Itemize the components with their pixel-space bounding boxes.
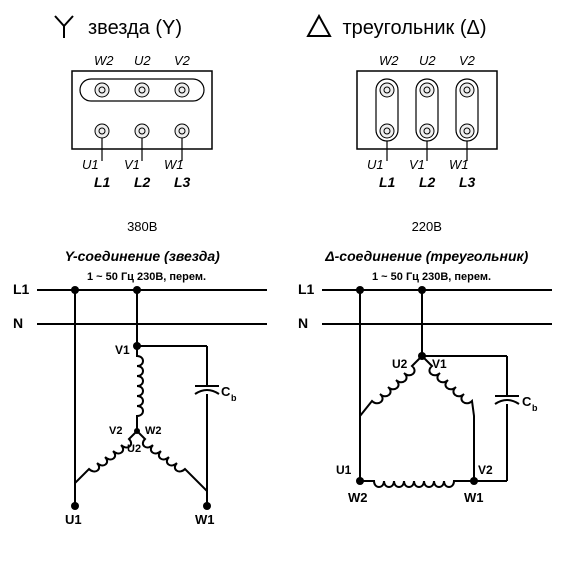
star-header: звезда (Y) bbox=[0, 12, 285, 45]
star-schem-title: Y-соединение (звезда) bbox=[65, 248, 220, 264]
terminals-row: W2 U2 V2 U1 V1 W bbox=[0, 49, 569, 234]
delta-label: треугольник (Δ) bbox=[343, 17, 487, 40]
delta-terminal-block: W2 U2 V2 U1 V1 W1 L1 L2 L3 220В bbox=[285, 53, 569, 234]
star-terminal-svg: W2 U2 V2 U1 V1 W bbox=[42, 53, 242, 213]
svg-text:W1: W1 bbox=[164, 157, 184, 172]
star-label: звезда (Y) bbox=[88, 17, 182, 40]
svg-text:L2: L2 bbox=[134, 174, 151, 190]
label-w2: W2 bbox=[94, 53, 114, 68]
svg-text:V1: V1 bbox=[124, 157, 140, 172]
svg-text:V1: V1 bbox=[409, 157, 425, 172]
svg-text:V2: V2 bbox=[459, 53, 476, 68]
svg-text:C: C bbox=[522, 394, 532, 409]
svg-text:L1: L1 bbox=[298, 281, 315, 297]
star-schematic-svg: 1 ~ 50 Гц 230В, перем. L1 N V1 C b bbox=[7, 266, 277, 536]
svg-text:1 ~ 50 Гц 230В, перем.: 1 ~ 50 Гц 230В, перем. bbox=[87, 271, 206, 283]
svg-text:U2: U2 bbox=[127, 443, 141, 455]
star-icon bbox=[50, 12, 78, 45]
triangle-icon bbox=[305, 12, 333, 45]
star-voltage: 380В bbox=[127, 219, 157, 234]
svg-text:N: N bbox=[13, 315, 23, 331]
header-row: звезда (Y) треугольник (Δ) bbox=[0, 0, 569, 49]
svg-text:V2: V2 bbox=[478, 463, 493, 477]
delta-schem-title: Δ-соединение (треугольник) bbox=[325, 248, 528, 264]
svg-text:C: C bbox=[221, 384, 231, 399]
svg-text:b: b bbox=[231, 393, 237, 403]
svg-text:L1: L1 bbox=[13, 281, 30, 297]
svg-text:b: b bbox=[532, 403, 538, 413]
svg-text:V2: V2 bbox=[109, 425, 122, 437]
svg-text:W1: W1 bbox=[464, 490, 484, 505]
svg-text:W2: W2 bbox=[348, 490, 368, 505]
delta-header: треугольник (Δ) bbox=[285, 12, 569, 45]
svg-text:L3: L3 bbox=[459, 174, 476, 190]
svg-text:1 ~ 50 Гц 230В, перем.: 1 ~ 50 Гц 230В, перем. bbox=[372, 271, 491, 283]
svg-text:U1: U1 bbox=[65, 512, 82, 527]
svg-text:U2: U2 bbox=[419, 53, 436, 68]
svg-text:L1: L1 bbox=[379, 174, 396, 190]
star-schematic: Y-соединение (звезда) 1 ~ 50 Гц 230В, пе… bbox=[0, 248, 285, 536]
svg-text:V1: V1 bbox=[115, 343, 130, 357]
svg-text:W2: W2 bbox=[379, 53, 399, 68]
delta-schematic: Δ-соединение (треугольник) 1 ~ 50 Гц 230… bbox=[285, 248, 569, 536]
svg-text:W1: W1 bbox=[449, 157, 469, 172]
svg-text:U1: U1 bbox=[82, 157, 99, 172]
svg-text:L3: L3 bbox=[174, 174, 191, 190]
svg-text:U1: U1 bbox=[336, 463, 352, 477]
svg-text:W2: W2 bbox=[145, 425, 162, 437]
star-terminal-block: W2 U2 V2 U1 V1 W bbox=[0, 53, 285, 234]
svg-text:U2: U2 bbox=[392, 357, 408, 371]
label-v2: V2 bbox=[174, 53, 191, 68]
svg-text:V1: V1 bbox=[432, 357, 447, 371]
svg-text:L2: L2 bbox=[419, 174, 436, 190]
label-u2: U2 bbox=[134, 53, 151, 68]
delta-voltage: 220В bbox=[412, 219, 442, 234]
svg-text:W1: W1 bbox=[195, 512, 215, 527]
delta-schematic-svg: 1 ~ 50 Гц 230В, перем. L1 N U2 V1 C b bbox=[292, 266, 562, 536]
schematics-row: Y-соединение (звезда) 1 ~ 50 Гц 230В, пе… bbox=[0, 234, 569, 536]
svg-text:N: N bbox=[298, 315, 308, 331]
svg-text:U1: U1 bbox=[367, 157, 384, 172]
delta-terminal-svg: W2 U2 V2 U1 V1 W1 L1 L2 L3 bbox=[327, 53, 527, 213]
svg-text:L1: L1 bbox=[94, 174, 111, 190]
